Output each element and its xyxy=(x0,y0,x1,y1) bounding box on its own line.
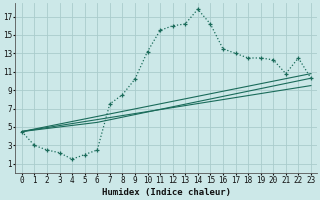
X-axis label: Humidex (Indice chaleur): Humidex (Indice chaleur) xyxy=(102,188,231,197)
